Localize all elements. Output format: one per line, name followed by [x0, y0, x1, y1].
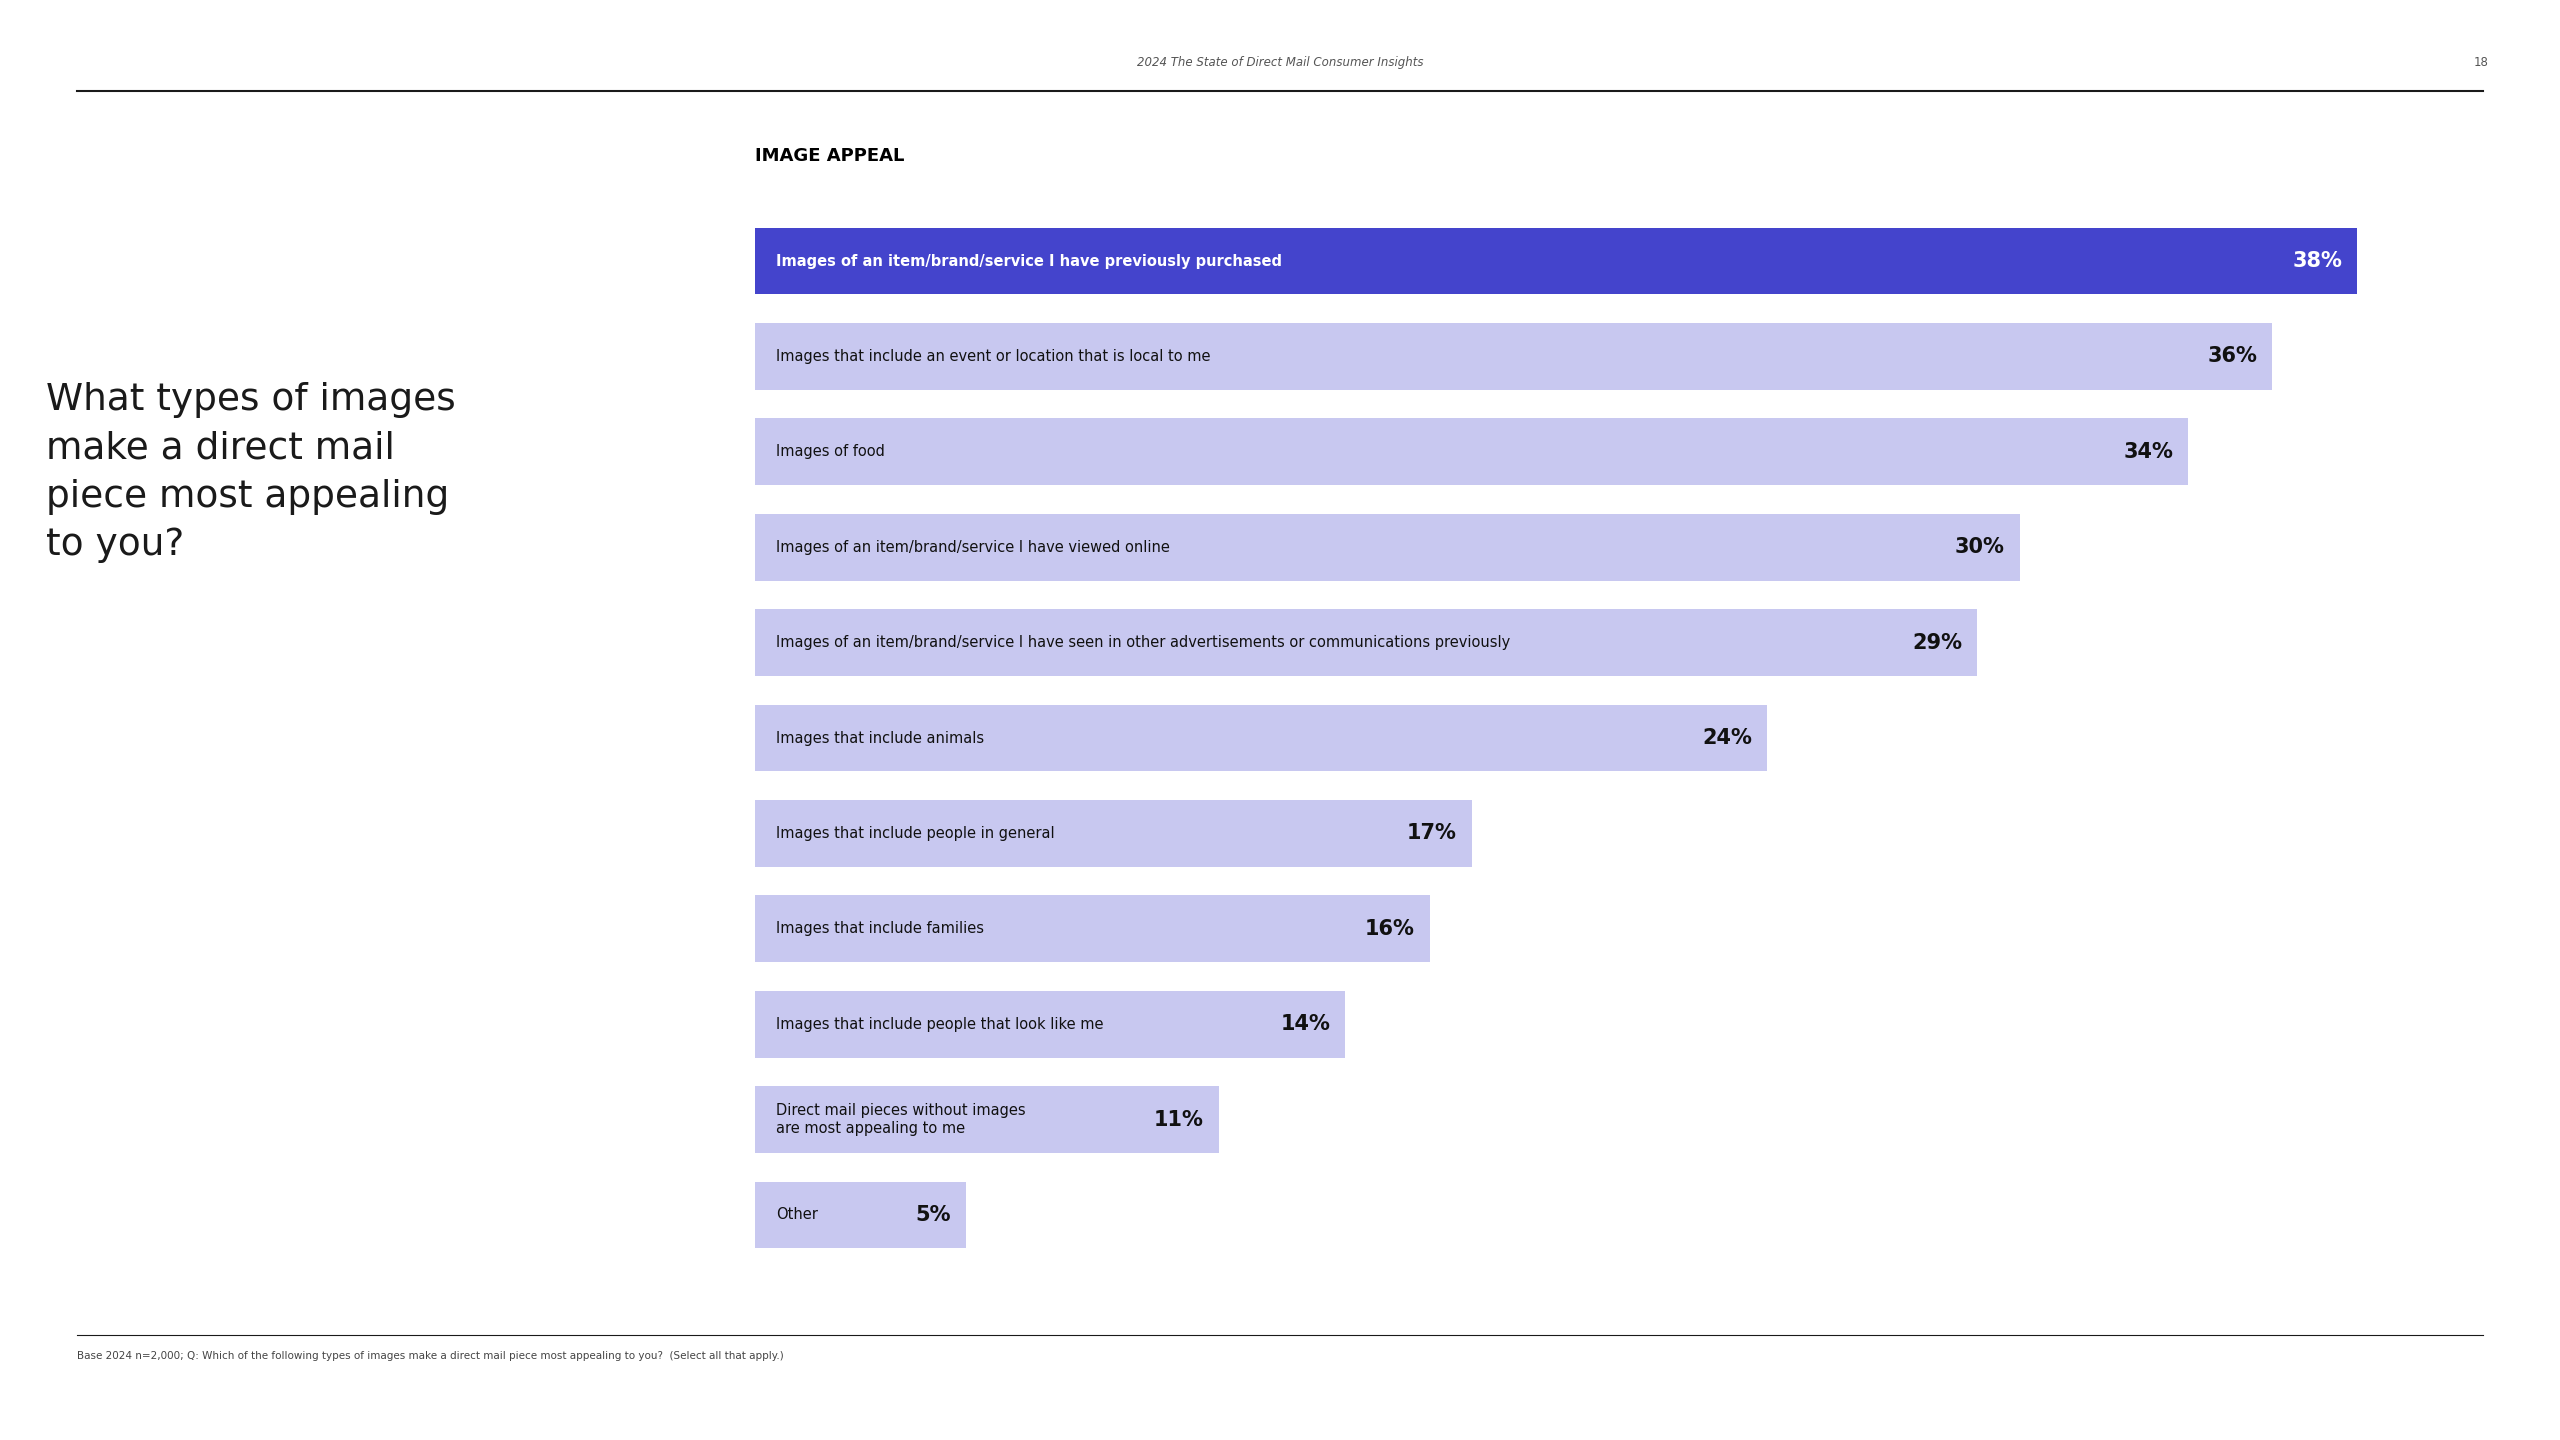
Text: What types of images
make a direct mail
piece most appealing
to you?: What types of images make a direct mail … — [46, 382, 456, 563]
Text: Images of an item/brand/service I have viewed online: Images of an item/brand/service I have v… — [776, 540, 1170, 554]
Text: 5%: 5% — [916, 1205, 952, 1225]
Bar — [755, 228, 2358, 294]
Text: 29%: 29% — [1912, 632, 1964, 652]
Bar — [755, 704, 1766, 772]
Text: Images that include people in general: Images that include people in general — [776, 827, 1055, 841]
Text: IMAGE APPEAL: IMAGE APPEAL — [755, 147, 904, 164]
Text: Images that include people that look like me: Images that include people that look lik… — [776, 1017, 1103, 1031]
Bar — [755, 323, 2273, 390]
Bar — [755, 991, 1344, 1057]
Text: 11%: 11% — [1155, 1110, 1203, 1129]
Text: 38%: 38% — [2291, 251, 2342, 271]
Text: Base 2024 n=2,000; Q: Which of the following types of images make a direct mail : Base 2024 n=2,000; Q: Which of the follo… — [77, 1351, 783, 1361]
Text: Images that include animals: Images that include animals — [776, 730, 986, 746]
Text: 2024 The State of Direct Mail Consumer Insights: 2024 The State of Direct Mail Consumer I… — [1137, 56, 1423, 69]
Text: Images that include an event or location that is local to me: Images that include an event or location… — [776, 348, 1211, 364]
Text: Images of food: Images of food — [776, 445, 886, 459]
Bar — [755, 514, 2020, 580]
Bar — [755, 1182, 965, 1248]
Text: Images that include families: Images that include families — [776, 922, 983, 936]
Text: 18: 18 — [2473, 56, 2488, 69]
Bar — [755, 801, 1472, 867]
Bar — [755, 1086, 1219, 1153]
Text: 34%: 34% — [2125, 442, 2173, 462]
Text: 36%: 36% — [2207, 347, 2258, 366]
Text: Images of an item/brand/service I have seen in other advertisements or communica: Images of an item/brand/service I have s… — [776, 635, 1510, 649]
Text: 14%: 14% — [1280, 1014, 1331, 1034]
Text: Images of an item/brand/service I have previously purchased: Images of an item/brand/service I have p… — [776, 253, 1283, 269]
Text: 16%: 16% — [1364, 919, 1416, 939]
Text: 30%: 30% — [1956, 537, 2004, 557]
Text: Direct mail pieces without images
are most appealing to me: Direct mail pieces without images are mo… — [776, 1103, 1027, 1136]
Text: 24%: 24% — [1702, 729, 1751, 747]
Text: 17%: 17% — [1408, 824, 1457, 844]
Bar — [755, 896, 1428, 962]
Text: Other: Other — [776, 1207, 819, 1223]
Bar — [755, 419, 2189, 485]
Bar — [755, 609, 1976, 675]
